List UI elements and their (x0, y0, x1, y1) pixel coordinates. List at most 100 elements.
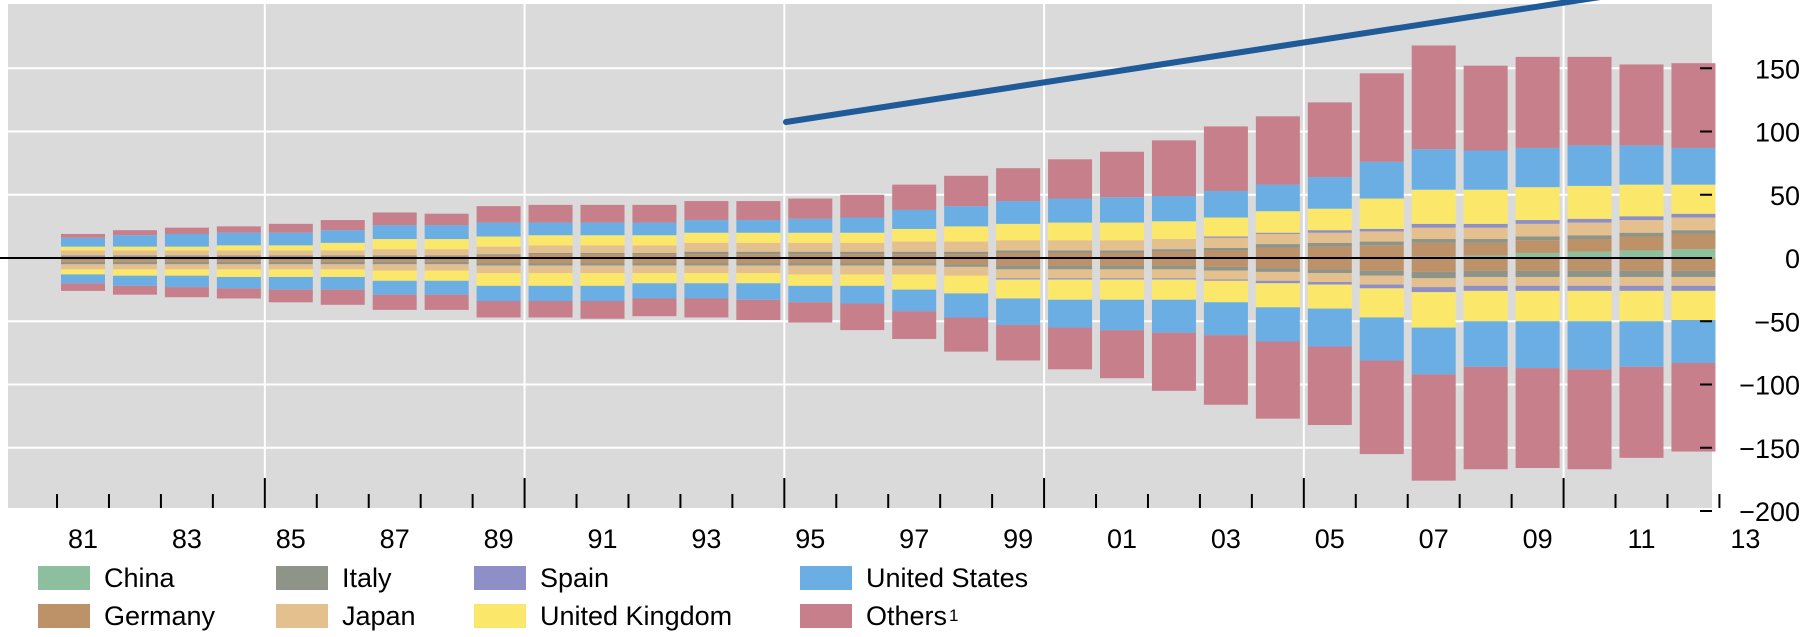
bar-segment-united-kingdom-positive (1100, 222, 1144, 241)
bar-segment-united-kingdom-positive (1255, 211, 1300, 233)
bar-segment-united-states-negative (1567, 321, 1612, 370)
bar-segment-japan-positive (996, 240, 1041, 251)
bar-segment-italy-negative (424, 261, 469, 265)
legend-china: China (38, 560, 175, 596)
bar-segment-japan-negative (1307, 273, 1352, 283)
bar-segment-united-kingdom-negative (1463, 290, 1508, 322)
bar-segment-germany-positive (580, 254, 625, 258)
bar-segment-japan-positive (1151, 239, 1196, 250)
bar-segment-japan-positive (788, 242, 833, 252)
bar-segment-others-negative (1567, 369, 1612, 470)
legend-germany: Germany (38, 598, 215, 634)
x-tick-label: 93 (691, 524, 721, 554)
bar-segment-italy-negative (164, 261, 209, 265)
bar-segment-spain-negative (1048, 278, 1093, 280)
legend-swatch-china (38, 566, 90, 590)
bar-segment-others-positive (892, 184, 937, 210)
bar-segment-united-states-positive (1515, 147, 1560, 188)
x-tick-label: 97 (899, 524, 929, 554)
bar-segment-spain-negative (1203, 279, 1248, 281)
bar-segment-united-states-positive (788, 218, 833, 233)
bar-segment-italy-positive (1048, 250, 1093, 253)
legend-swatch-italy (276, 566, 328, 590)
bar-segment-japan-negative (1100, 269, 1144, 279)
bar-segment-united-kingdom-positive (1463, 189, 1508, 224)
bar-segment-italy-negative (528, 263, 573, 266)
y-tick-label: −100 (1739, 371, 1800, 401)
bar-segment-italy-negative (1048, 265, 1093, 270)
bar-segment-germany-positive (1307, 246, 1352, 258)
bar-segment-italy-negative (580, 263, 625, 266)
bar-segment-spain-positive (1567, 218, 1612, 223)
bar-segment-italy-positive (736, 251, 781, 255)
bar-segment-united-kingdom-negative (61, 269, 105, 275)
bar-segment-germany-negative (684, 258, 729, 264)
bar-segment-italy-negative (476, 263, 521, 266)
bar-segment-united-states-positive (164, 233, 209, 247)
bar-segment-united-kingdom-positive (892, 228, 937, 242)
bar-segment-japan-positive (372, 249, 417, 256)
bar-segment-united-states-positive (1203, 190, 1248, 218)
bar-segment-united-states-positive (1359, 161, 1404, 199)
bar-segment-united-kingdom-negative (528, 273, 573, 286)
bar-segment-united-states-positive (268, 232, 313, 246)
bar-segment-others-positive (736, 201, 781, 221)
bar-segment-others-positive (1671, 63, 1716, 148)
y-axis: 150 100 50 0 −50 −100 −150 −200 (1700, 54, 1800, 527)
bar-segment-japan-positive (528, 245, 573, 253)
bar-segment-united-kingdom-negative (268, 269, 313, 277)
bar-segment-germany-negative (632, 258, 677, 264)
bar-segment-italy-positive (216, 255, 261, 257)
bar-segment-japan-positive (1411, 227, 1456, 240)
bar-segment-spain-negative (1307, 282, 1352, 285)
bar-segment-united-kingdom-negative (944, 275, 989, 294)
legend-swatch-spain (474, 566, 526, 590)
x-tick-label: 07 (1419, 524, 1449, 554)
bar-segment-united-states-negative (372, 280, 417, 295)
bar-segment-united-kingdom-negative (1619, 290, 1664, 322)
bar-segment-united-kingdom-negative (112, 269, 157, 276)
bar-segment-italy-positive (996, 250, 1041, 253)
bar-segment-germany-negative (61, 258, 105, 262)
bar-segment-italy-positive (1151, 249, 1196, 252)
bar-segment-united-kingdom-positive (372, 239, 417, 250)
bar-segment-germany-negative (216, 258, 261, 262)
bar-segment-italy-positive (1463, 239, 1508, 243)
bar-segment-germany-positive (528, 254, 573, 258)
bar-segment-united-kingdom-negative (1411, 292, 1456, 328)
bar-segment-united-kingdom-negative (736, 273, 781, 284)
x-tick-label: 99 (1003, 524, 1033, 554)
x-tick-label: 87 (380, 524, 410, 554)
legend-label-germany: Germany (104, 600, 216, 631)
bar-segment-germany-negative (372, 258, 417, 262)
bar-segment-germany-negative (164, 258, 209, 262)
bar-segment-united-kingdom-positive (1619, 184, 1664, 217)
bar-segment-germany-negative (1515, 258, 1560, 271)
legend: China Germany Italy Japan Spain United K… (38, 560, 1138, 637)
bar-segment-china-positive (1567, 251, 1612, 258)
bar-segment-germany-positive (1048, 252, 1093, 258)
bar-segment-italy-negative (840, 263, 885, 266)
bar-segment-italy-negative (1463, 270, 1508, 277)
bar-segment-others-negative (1359, 360, 1404, 455)
bar-segment-united-states-positive (632, 222, 677, 236)
bar-segment-others-positive (580, 204, 625, 223)
bar-segment-others-negative (320, 289, 365, 305)
bar-segment-others-negative (1100, 330, 1144, 379)
bar-segment-united-states-negative (164, 275, 209, 288)
bar-segment-italy-positive (424, 255, 469, 257)
legend-label-united-states: United States (866, 562, 1029, 593)
bar-segment-united-states-positive (61, 237, 105, 247)
bar-segment-japan-negative (840, 265, 885, 275)
bar-segment-others-negative (1619, 366, 1664, 458)
bar-segment-spain-negative (1151, 278, 1196, 280)
bar-segment-japan-positive (1567, 222, 1612, 236)
bar-segment-germany-positive (684, 254, 729, 258)
bar-segment-united-states-positive (1307, 177, 1352, 209)
bar-segment-germany-positive (892, 254, 937, 258)
bar-segment-united-kingdom-negative (1359, 288, 1404, 318)
bar-segment-united-states-negative (216, 276, 261, 289)
bar-segment-japan-positive (112, 250, 157, 256)
bar-segment-united-states-negative (996, 298, 1041, 326)
bar-segment-united-states-positive (1411, 149, 1456, 190)
